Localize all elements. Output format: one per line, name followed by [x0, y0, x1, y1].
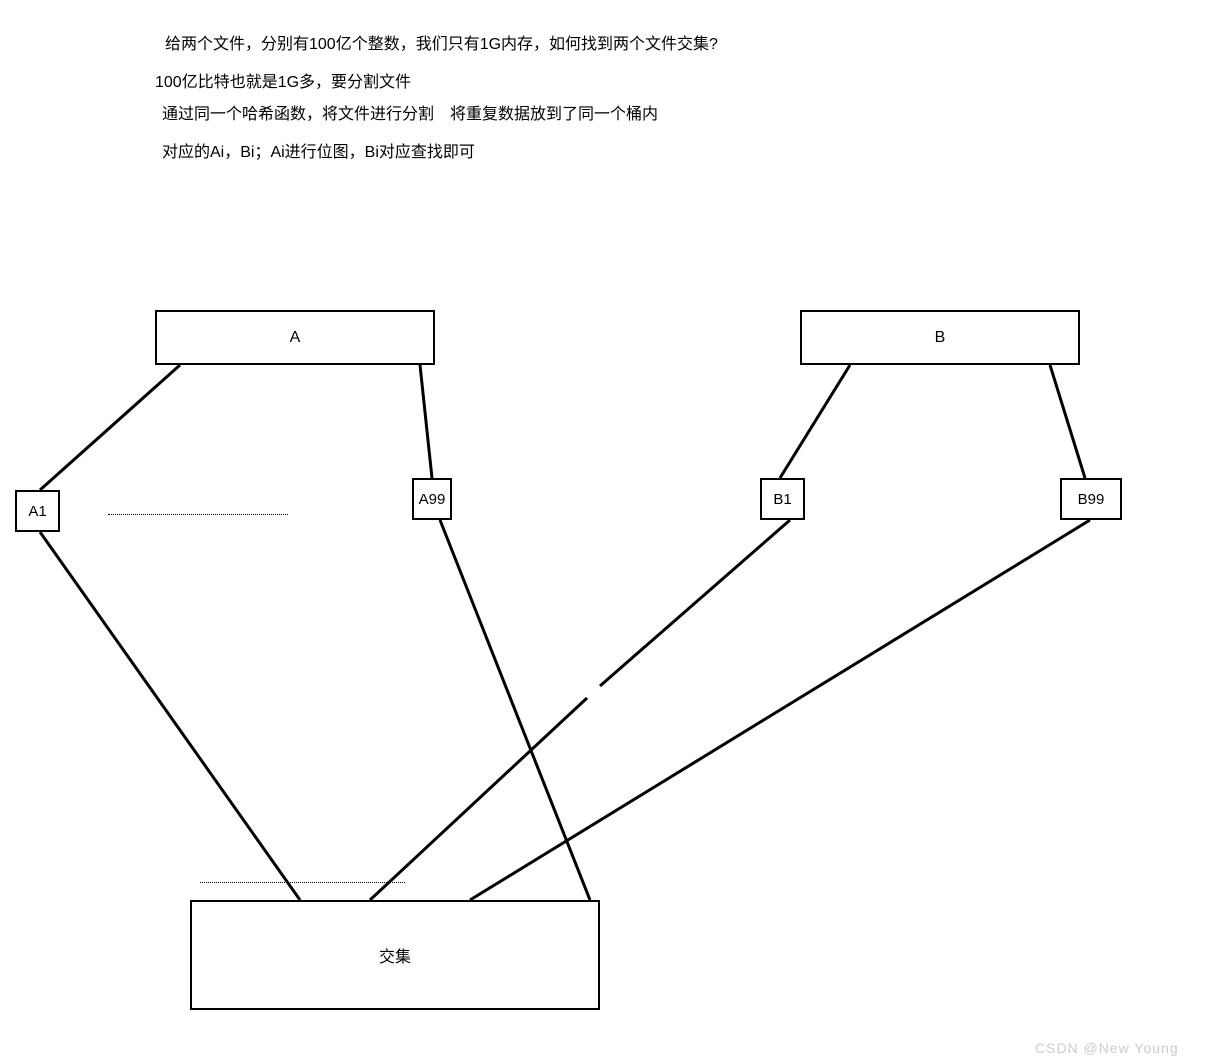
bucket-b99-box: B99 [1060, 478, 1122, 520]
problem-line-3b: 将重复数据放到了同一个桶内 [450, 100, 658, 124]
problem-line-4: 对应的Ai，Bi；Ai进行位图，Bi对应查找即可 [162, 138, 475, 162]
bucket-a99-box: A99 [412, 478, 452, 520]
watermark-text: CSDN @New Young [1035, 1040, 1179, 1056]
problem-line-1: 给两个文件，分别有100亿个整数，我们只有1G内存，如何找到两个文件交集? [165, 30, 718, 54]
problem-line-2: 100亿比特也就是1G多，要分割文件 [155, 68, 411, 92]
file-b-box: B [800, 310, 1080, 365]
bucket-b1-box: B1 [760, 478, 805, 520]
dotted-line-above-intersection [200, 882, 405, 883]
problem-line-3a: 通过同一个哈希函数，将文件进行分割 [162, 100, 434, 124]
intersection-box: 交集 [190, 900, 600, 1010]
file-a-box: A [155, 310, 435, 365]
dotted-line-buckets-a [108, 514, 288, 515]
bucket-a1-box: A1 [15, 490, 60, 532]
